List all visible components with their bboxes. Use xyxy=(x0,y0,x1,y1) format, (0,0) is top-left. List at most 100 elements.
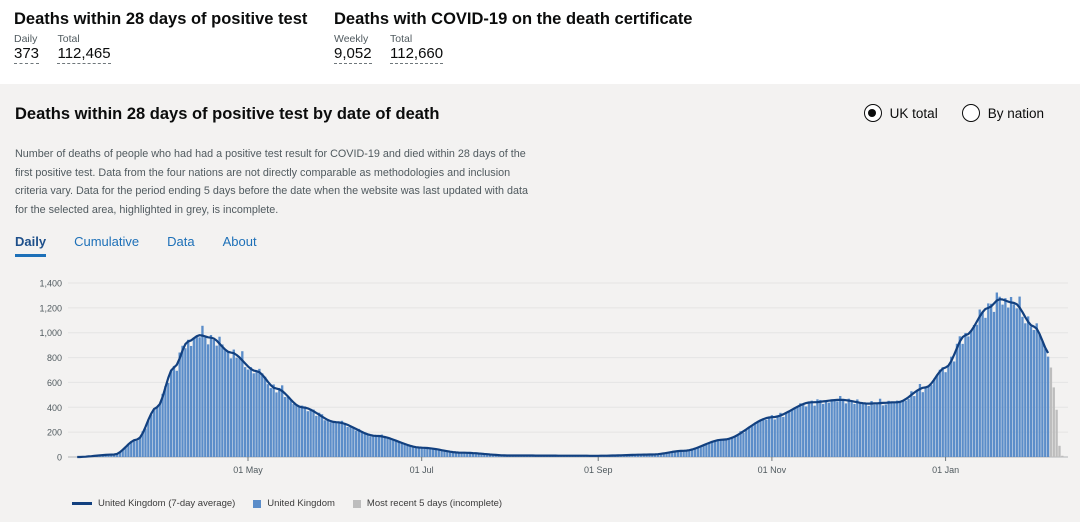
bar xyxy=(434,449,438,457)
bar xyxy=(918,383,922,457)
bar xyxy=(901,400,905,457)
bar xyxy=(890,403,893,457)
bar xyxy=(636,454,640,457)
radio-checked-icon[interactable] xyxy=(863,104,882,122)
bar xyxy=(1024,323,1027,457)
bar xyxy=(1041,341,1044,457)
bar xyxy=(950,356,953,457)
bar xyxy=(417,447,421,457)
bar xyxy=(1038,334,1041,457)
bar xyxy=(907,398,910,457)
bar xyxy=(124,446,127,457)
bar xyxy=(454,452,458,457)
bar xyxy=(283,397,287,457)
bar xyxy=(984,317,987,457)
bar xyxy=(733,437,737,457)
seven-day-average-line xyxy=(77,298,1050,459)
uk-total-radio[interactable]: UK total xyxy=(863,104,938,122)
bar xyxy=(369,436,372,457)
bar xyxy=(366,434,369,457)
bar xyxy=(1018,296,1021,457)
bar xyxy=(861,404,865,457)
bar xyxy=(765,419,768,457)
bar xyxy=(1046,356,1050,457)
bar xyxy=(736,434,739,457)
bar xyxy=(346,426,349,457)
bar xyxy=(947,365,950,457)
bar xyxy=(246,369,250,457)
weekly-metric: Weekly 9,052 xyxy=(334,33,372,64)
bar xyxy=(967,336,970,457)
bar xyxy=(790,410,793,457)
bar xyxy=(702,445,705,457)
bar xyxy=(491,454,495,457)
bar-incomplete xyxy=(1058,445,1061,457)
metric-value[interactable]: 373 xyxy=(14,45,40,64)
bar xyxy=(1026,316,1030,457)
bar xyxy=(451,451,455,457)
bar xyxy=(773,419,776,457)
bar xyxy=(725,439,728,457)
bar xyxy=(144,428,147,457)
metric-value[interactable]: 9,052 xyxy=(334,45,372,64)
card-title: Deaths within 28 days of positive test b… xyxy=(15,105,440,123)
metric-label: Weekly xyxy=(334,33,369,45)
bar xyxy=(864,403,868,457)
bar xyxy=(209,334,213,457)
bar xyxy=(804,406,808,457)
bar xyxy=(719,439,722,457)
bar xyxy=(915,389,919,457)
bar xyxy=(779,412,782,457)
tab-data[interactable]: Data xyxy=(167,234,195,249)
x-tick-label: 01 Nov xyxy=(758,465,787,475)
bar xyxy=(386,438,389,457)
bar xyxy=(394,441,398,457)
bar xyxy=(372,435,375,457)
bar xyxy=(392,439,395,457)
bar xyxy=(426,448,429,457)
bar xyxy=(668,452,671,457)
bar xyxy=(739,431,742,457)
tab-cumulative[interactable]: Cumulative xyxy=(74,234,140,249)
bar xyxy=(776,415,779,457)
metric-value[interactable]: 112,660 xyxy=(390,45,444,64)
bar xyxy=(198,337,201,457)
bar xyxy=(335,421,338,457)
bar xyxy=(315,415,318,457)
bar xyxy=(243,367,247,457)
bar-incomplete xyxy=(1049,367,1053,457)
total-metric: Total 112,465 xyxy=(57,33,111,64)
bar xyxy=(195,336,198,457)
bar xyxy=(972,324,976,457)
metric-value[interactable]: 112,465 xyxy=(57,45,111,64)
bar xyxy=(132,439,136,457)
legend-line-swatch xyxy=(72,502,92,505)
bar-incomplete xyxy=(1055,409,1058,457)
tab-daily[interactable]: Daily xyxy=(15,234,47,257)
bar xyxy=(722,439,725,457)
bar xyxy=(113,454,116,457)
bar xyxy=(252,373,255,457)
bar xyxy=(904,400,907,457)
bar xyxy=(784,412,788,457)
daily-metric: Daily 373 xyxy=(14,33,40,64)
deaths-28-days-summary: Deaths within 28 days of positive test D… xyxy=(14,10,307,64)
bar xyxy=(383,437,386,457)
radio-unchecked-icon[interactable] xyxy=(961,104,980,122)
bar xyxy=(767,418,771,457)
bar xyxy=(867,405,870,457)
bar xyxy=(355,430,358,457)
bar xyxy=(682,450,685,457)
bar xyxy=(981,312,984,457)
bar xyxy=(782,416,785,457)
metric-title: Deaths within 28 days of positive test xyxy=(14,10,308,28)
bar xyxy=(235,357,238,457)
by-nation-radio[interactable]: By nation xyxy=(961,104,1044,122)
bar xyxy=(708,442,711,457)
bar xyxy=(688,450,691,457)
bar xyxy=(161,393,164,457)
tab-about[interactable]: About xyxy=(222,234,257,249)
chart-tabs: Daily Cumulative Data About xyxy=(15,234,257,257)
bar xyxy=(970,330,973,457)
bar xyxy=(255,372,258,457)
